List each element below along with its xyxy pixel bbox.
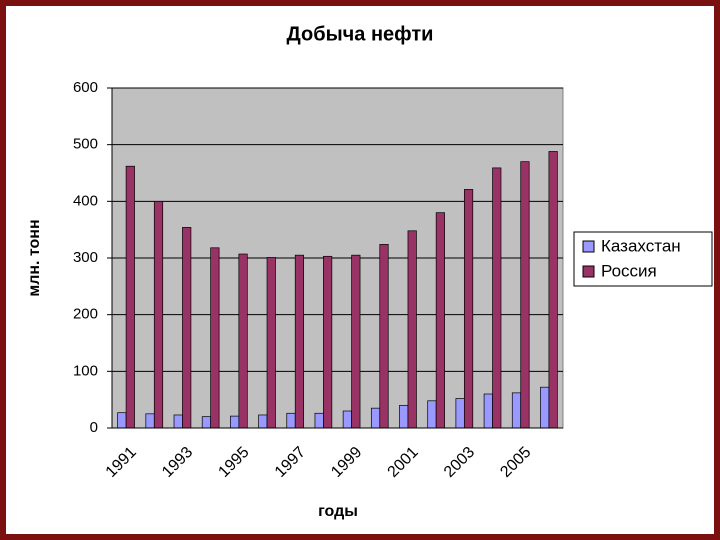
- bar: [125, 165, 135, 429]
- bar: [492, 167, 502, 429]
- y-tick-label: 100: [73, 362, 98, 379]
- legend-swatch: [582, 265, 595, 278]
- bar: [455, 398, 465, 429]
- bar: [230, 415, 240, 429]
- y-tick-label: 0: [90, 419, 98, 436]
- bar: [294, 254, 305, 429]
- bar: [238, 253, 248, 429]
- bar: [117, 412, 127, 429]
- bar: [210, 247, 220, 429]
- bar: [145, 413, 155, 429]
- bar: [435, 212, 445, 429]
- bar: [540, 386, 550, 429]
- y-tick-label: 600: [73, 79, 98, 96]
- bar: [153, 200, 164, 429]
- y-tick-label: 300: [73, 249, 98, 266]
- y-tick-label: 400: [73, 192, 98, 209]
- bar: [182, 227, 192, 429]
- y-tick-label: 200: [73, 306, 98, 323]
- bar: [463, 189, 474, 429]
- bar: [342, 410, 352, 429]
- chart-title: Добыча нефти: [287, 23, 434, 45]
- bar: [407, 230, 417, 429]
- bar: [427, 400, 437, 429]
- bar: [399, 404, 409, 429]
- bar: [286, 412, 296, 429]
- bar: [548, 151, 558, 429]
- x-axis-label: годы: [318, 503, 358, 520]
- y-axis-label: млн. тонн: [26, 219, 43, 296]
- bar: [173, 414, 183, 429]
- bar: [314, 412, 324, 429]
- bar: [351, 254, 361, 429]
- bar: [511, 392, 522, 429]
- bar: [258, 414, 268, 429]
- legend-swatch: [582, 240, 595, 253]
- legend-label: Казахстан: [601, 236, 681, 255]
- bar: [520, 161, 530, 429]
- y-tick-label: 500: [73, 136, 98, 153]
- bar: [370, 407, 381, 429]
- bar: [483, 393, 493, 429]
- legend-box: [573, 231, 713, 287]
- bar: [266, 257, 276, 429]
- bar: [323, 255, 333, 429]
- bar: [379, 244, 389, 429]
- legend-label: Россия: [601, 261, 657, 280]
- bar: [201, 416, 212, 429]
